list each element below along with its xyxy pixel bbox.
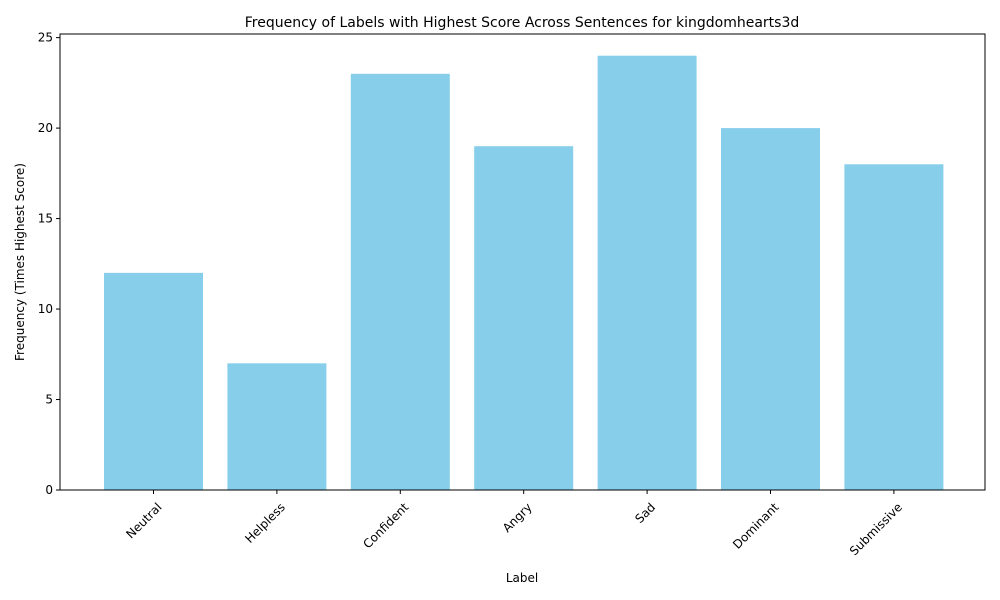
y-axis: 0 5 10 15 20 25 [38, 31, 60, 497]
bars-group [104, 55, 944, 491]
y-tick-label: 0 [45, 483, 53, 497]
x-tick-label: Helpless [242, 500, 288, 546]
x-tick-label: Dominant [730, 500, 782, 552]
bar-sad [597, 55, 697, 490]
bar-submissive [844, 164, 944, 491]
x-tick-label: Confident [360, 500, 411, 551]
bar-helpless [227, 363, 327, 490]
y-axis-label: Frequency (Times Highest Score) [13, 163, 27, 361]
y-tick-label: 20 [38, 121, 53, 135]
y-tick-label: 5 [45, 393, 53, 407]
x-tick-label: Submissive [847, 500, 905, 558]
y-tick-label: 15 [38, 212, 53, 226]
plot-frame [59, 33, 986, 491]
x-axis: Neutral Helpless Confident Angry Sad Dominant… [123, 490, 905, 558]
x-tick-label: Angry [500, 500, 535, 535]
bar-neutral [104, 272, 203, 490]
y-tick-label: 10 [38, 302, 53, 316]
chart-title: Frequency of Labels with Highest Score A… [245, 15, 800, 31]
x-tick-label: Sad [632, 500, 658, 526]
y-tick-label: 25 [38, 31, 53, 45]
x-tick-label: Neutral [123, 500, 164, 541]
x-axis-label: Label [506, 571, 538, 585]
bar-confident [350, 73, 450, 491]
bar-dominant [721, 128, 820, 490]
bar-angry [474, 146, 574, 490]
